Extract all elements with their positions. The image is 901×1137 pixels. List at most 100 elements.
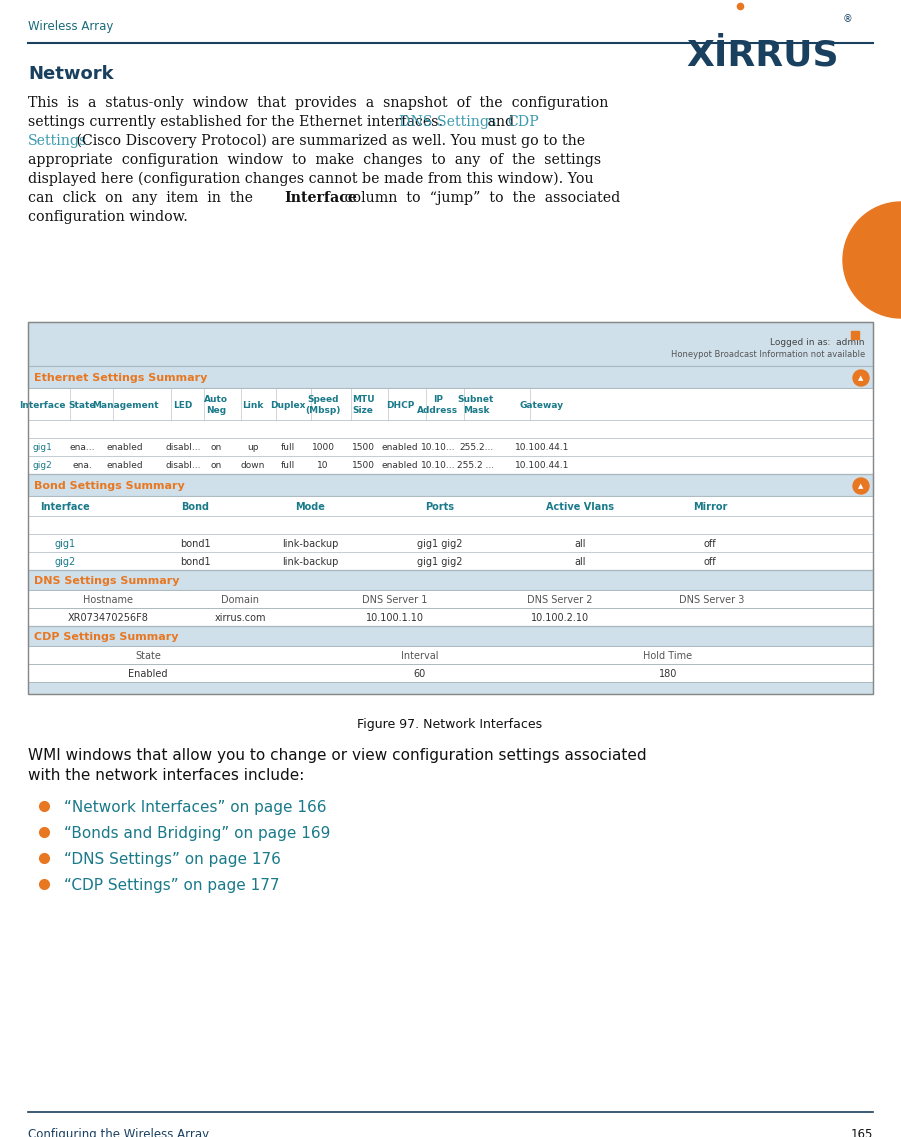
Text: 10.10...: 10.10... [421, 462, 455, 471]
Text: gig2: gig2 [54, 557, 76, 567]
Text: gig1: gig1 [32, 443, 52, 453]
Text: 1000: 1000 [312, 443, 334, 453]
Text: Honeypot Broadcast Information not available: Honeypot Broadcast Information not avail… [670, 350, 865, 359]
Text: State: State [68, 400, 96, 409]
Text: off: off [704, 557, 716, 567]
Text: 165: 165 [851, 1128, 873, 1137]
Text: 10.100.2.10: 10.100.2.10 [531, 613, 589, 623]
FancyBboxPatch shape [28, 570, 873, 590]
Text: Mode: Mode [295, 503, 325, 512]
Text: Link: Link [242, 400, 264, 409]
Text: ena...: ena... [69, 443, 95, 453]
FancyBboxPatch shape [28, 322, 873, 366]
Text: full: full [281, 462, 296, 471]
Text: all: all [574, 539, 586, 549]
Text: 10: 10 [317, 462, 329, 471]
Text: link-backup: link-backup [282, 557, 338, 567]
Text: bond1: bond1 [179, 557, 210, 567]
Text: Duplex: Duplex [270, 400, 305, 409]
Text: MTU
Size: MTU Size [351, 396, 374, 415]
Text: Hold Time: Hold Time [643, 652, 693, 661]
Text: with the network interfaces include:: with the network interfaces include: [28, 767, 305, 783]
FancyBboxPatch shape [28, 551, 873, 570]
Text: disabl...: disabl... [165, 443, 201, 453]
Text: off: off [704, 539, 716, 549]
Text: 255.2...: 255.2... [459, 443, 493, 453]
Text: gig1 gig2: gig1 gig2 [417, 557, 463, 567]
Text: IP
Address: IP Address [417, 396, 459, 415]
Text: link-backup: link-backup [282, 539, 338, 549]
Text: appropriate  configuration  window  to  make  changes  to  any  of  the  setting: appropriate configuration window to make… [28, 153, 601, 167]
Text: 10.100.44.1: 10.100.44.1 [514, 443, 569, 453]
FancyBboxPatch shape [28, 366, 873, 388]
Text: ▲: ▲ [859, 375, 864, 381]
Text: DNS Settings Summary: DNS Settings Summary [34, 576, 179, 586]
Text: “Network Interfaces” on page 166: “Network Interfaces” on page 166 [64, 800, 326, 815]
Text: WMI windows that allow you to change or view configuration settings associated: WMI windows that allow you to change or … [28, 748, 647, 763]
FancyBboxPatch shape [28, 682, 873, 694]
Text: gig1 gig2: gig1 gig2 [417, 539, 463, 549]
Text: DNS Server 3: DNS Server 3 [679, 595, 745, 605]
FancyBboxPatch shape [28, 438, 873, 456]
Text: (Cisco Discovery Protocol) are summarized as well. You must go to the: (Cisco Discovery Protocol) are summarize… [72, 134, 585, 149]
Text: 60: 60 [414, 669, 426, 679]
FancyBboxPatch shape [28, 626, 873, 646]
Text: enabled: enabled [382, 462, 418, 471]
FancyBboxPatch shape [28, 534, 873, 551]
Text: DHCP: DHCP [386, 400, 414, 409]
Text: Ports: Ports [425, 503, 454, 512]
Circle shape [853, 478, 869, 493]
Text: all: all [574, 557, 586, 567]
Text: State: State [135, 652, 161, 661]
FancyBboxPatch shape [28, 664, 873, 682]
Text: Mirror: Mirror [693, 503, 727, 512]
Text: and: and [483, 115, 519, 128]
Text: Interface: Interface [284, 191, 357, 205]
Text: 255.2 ...: 255.2 ... [458, 462, 495, 471]
Text: DNS Server 2: DNS Server 2 [527, 595, 593, 605]
Text: XR073470256F8: XR073470256F8 [68, 613, 149, 623]
Text: Active Vlans: Active Vlans [546, 503, 614, 512]
Text: 10.10...: 10.10... [421, 443, 455, 453]
Text: Enabled: Enabled [128, 669, 168, 679]
Text: ®: ® [843, 14, 852, 24]
Text: xirrus.com: xirrus.com [214, 613, 266, 623]
Text: Wireless Array: Wireless Array [28, 20, 114, 33]
Text: settings currently established for the Ethernet interfaces.: settings currently established for the E… [28, 115, 448, 128]
FancyBboxPatch shape [28, 516, 873, 534]
Text: configuration window.: configuration window. [28, 210, 188, 224]
Text: up: up [247, 443, 259, 453]
Text: ena.: ena. [72, 462, 92, 471]
Text: DNS Settings: DNS Settings [399, 115, 496, 128]
Text: CDP: CDP [507, 115, 539, 128]
FancyBboxPatch shape [28, 608, 873, 626]
Text: Ethernet Settings Summary: Ethernet Settings Summary [34, 373, 207, 383]
Text: 10.100.1.10: 10.100.1.10 [366, 613, 424, 623]
FancyBboxPatch shape [28, 456, 873, 474]
Text: “CDP Settings” on page 177: “CDP Settings” on page 177 [64, 878, 279, 893]
FancyBboxPatch shape [28, 420, 873, 438]
Text: Auto
Neg: Auto Neg [204, 396, 228, 415]
Text: enabled: enabled [106, 443, 143, 453]
Text: 10.100.44.1: 10.100.44.1 [514, 462, 569, 471]
Circle shape [853, 370, 869, 385]
Text: 1500: 1500 [351, 443, 375, 453]
Text: XİRRUS: XİRRUS [686, 38, 839, 72]
Text: This  is  a  status-only  window  that  provides  a  snapshot  of  the  configur: This is a status-only window that provid… [28, 96, 608, 110]
Text: Management: Management [92, 400, 159, 409]
Text: enabled: enabled [382, 443, 418, 453]
Text: Settings: Settings [28, 134, 87, 148]
Wedge shape [843, 202, 901, 318]
Text: DNS Server 1: DNS Server 1 [362, 595, 428, 605]
Text: disabl...: disabl... [165, 462, 201, 471]
Text: Logged in as:  admin: Logged in as: admin [770, 338, 865, 347]
Text: Configuring the Wireless Array: Configuring the Wireless Array [28, 1128, 209, 1137]
Text: Subnet
Mask: Subnet Mask [458, 396, 494, 415]
Text: displayed here (configuration changes cannot be made from this window). You: displayed here (configuration changes ca… [28, 172, 594, 186]
Text: Gateway: Gateway [520, 400, 564, 409]
FancyBboxPatch shape [28, 646, 873, 664]
Text: enabled: enabled [106, 462, 143, 471]
Text: Network: Network [28, 65, 114, 83]
Text: “Bonds and Bridging” on page 169: “Bonds and Bridging” on page 169 [64, 825, 331, 841]
Text: Bond Settings Summary: Bond Settings Summary [34, 481, 185, 491]
